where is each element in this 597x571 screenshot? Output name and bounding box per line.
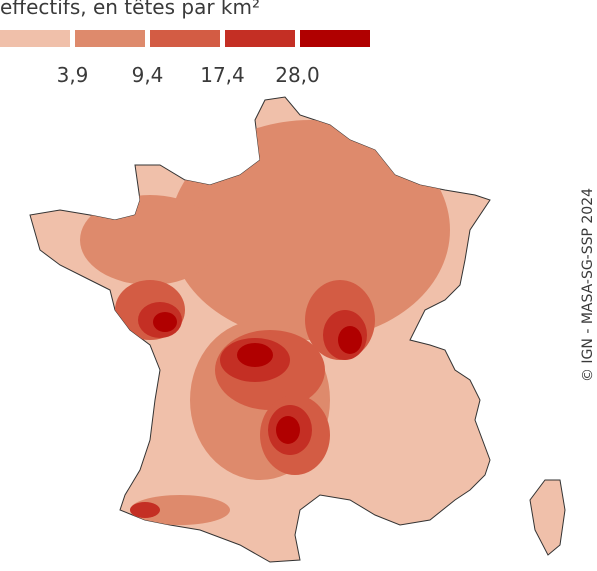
credit: © IGN - MASA-SG-SSP 2024 — [580, 188, 596, 382]
legend-label: 9,4 — [132, 63, 164, 87]
legend-label: 17,4 — [200, 63, 245, 87]
legend: 3,9 9,4 17,4 28,0 — [0, 30, 370, 87]
legend-swatch — [75, 30, 145, 47]
density-areas — [80, 120, 450, 525]
legend-swatch — [225, 30, 295, 47]
france-map — [29, 96, 566, 563]
legend-label: 3,9 — [57, 63, 89, 87]
legend-swatch — [0, 30, 70, 47]
map-title: effectifs, en têtes par km² — [0, 0, 260, 19]
legend-swatch — [300, 30, 370, 47]
legend-label: 28,0 — [275, 63, 320, 87]
legend-swatch — [150, 30, 220, 47]
